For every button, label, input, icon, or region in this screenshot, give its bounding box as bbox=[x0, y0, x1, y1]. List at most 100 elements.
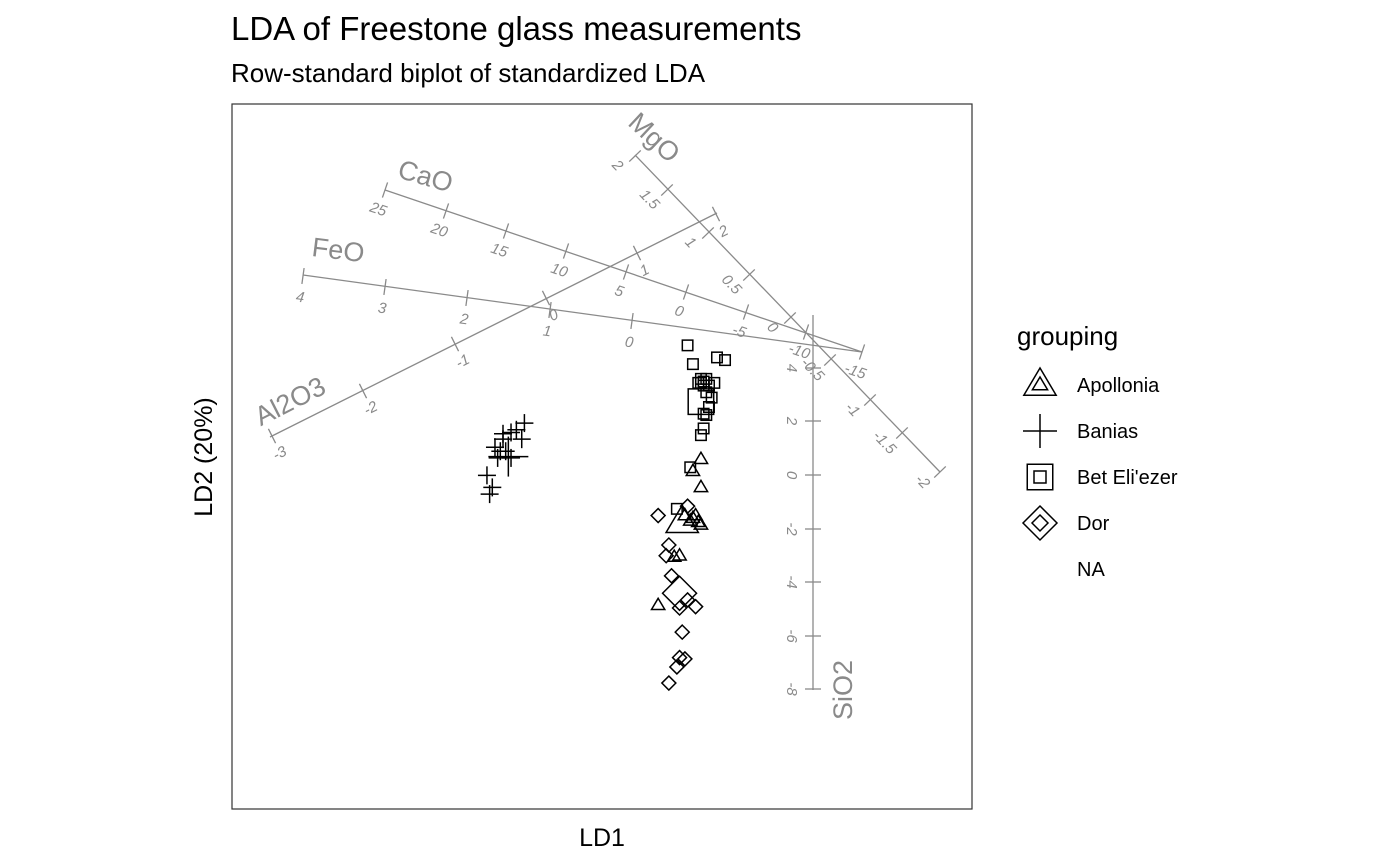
point-bet-eli-ezer bbox=[708, 376, 721, 389]
point-banias bbox=[494, 424, 512, 443]
tick-mark-feo bbox=[465, 289, 469, 307]
tick-mark-cao bbox=[502, 223, 510, 239]
point-bet-eli-ezer bbox=[670, 502, 683, 515]
legend-key-inner-bet-eli-ezer bbox=[1033, 470, 1047, 484]
axis-name-feo: FeO bbox=[310, 232, 366, 268]
tick-mark-al2o3 bbox=[358, 383, 368, 399]
point-dor bbox=[658, 547, 675, 564]
tick-mark-mgo bbox=[660, 183, 674, 197]
centroid-dor bbox=[661, 575, 698, 612]
point-dor bbox=[663, 567, 680, 584]
tick-label-feo: 4 bbox=[295, 288, 306, 306]
tick-mark-cao bbox=[682, 284, 690, 300]
tick-mark-feo bbox=[383, 278, 387, 296]
tick-label-sio2: 4 bbox=[783, 364, 800, 372]
tick-label-sio2: 2 bbox=[783, 416, 800, 426]
tick-mark-al2o3 bbox=[711, 206, 721, 222]
axis-line-cao bbox=[384, 189, 863, 353]
tick-label-sio2: -4 bbox=[783, 575, 800, 588]
point-bet-eli-ezer bbox=[694, 429, 707, 442]
points-layer bbox=[477, 339, 732, 692]
tick-mark-cao bbox=[381, 182, 389, 198]
tick-mark-al2o3 bbox=[450, 336, 460, 352]
tick-label-sio2: -8 bbox=[783, 682, 800, 696]
tick-mark-mgo bbox=[823, 353, 837, 367]
tick-mark-mgo bbox=[628, 149, 642, 163]
axis-name-sio2: SiO2 bbox=[828, 660, 858, 720]
tick-label-cao: -10 bbox=[786, 340, 813, 363]
chart-title: LDA of Freestone glass measurements bbox=[231, 10, 801, 47]
point-bet-eli-ezer bbox=[697, 422, 710, 435]
legend: grouping Apollonia Banias Bet Eli'ezer Dor N… bbox=[1017, 321, 1178, 581]
point-bet-eli-ezer bbox=[705, 391, 718, 404]
tick-mark-mgo bbox=[701, 226, 715, 240]
axis-line-feo bbox=[302, 274, 863, 353]
tick-mark-feo bbox=[630, 312, 634, 330]
tick-mark-cao bbox=[562, 243, 570, 259]
point-apollonia bbox=[650, 596, 667, 611]
point-apollonia bbox=[692, 516, 709, 530]
point-banias bbox=[480, 485, 499, 504]
tick-label-cao: -5 bbox=[730, 321, 749, 342]
point-apollonia bbox=[671, 547, 688, 561]
tick-mark-mgo bbox=[895, 426, 909, 440]
point-bet-eli-ezer bbox=[719, 354, 732, 367]
legend-label-apollonia: Apollonia bbox=[1077, 375, 1160, 397]
y-axis-title: LD2 (20%) bbox=[190, 397, 218, 517]
point-bet-eli-ezer bbox=[694, 376, 707, 389]
tick-mark-al2o3 bbox=[267, 428, 277, 444]
tick-label-feo: 1 bbox=[542, 322, 553, 340]
legend-key-bet-eli-ezer bbox=[1026, 463, 1054, 491]
tick-mark-cao bbox=[622, 264, 630, 280]
legend-item-dor: Dor bbox=[1021, 504, 1110, 542]
tick-label-cao: 25 bbox=[367, 198, 390, 220]
point-apollonia bbox=[692, 450, 709, 465]
legend-item-na: NA bbox=[1077, 559, 1105, 581]
point-dor bbox=[668, 658, 685, 676]
tick-label-cao: 10 bbox=[549, 260, 571, 282]
centroid-bet-eli-ezer bbox=[687, 388, 715, 416]
tick-mark-mgo bbox=[742, 268, 756, 282]
tick-mark-feo bbox=[548, 301, 552, 319]
point-apollonia bbox=[666, 548, 683, 563]
plot-panel bbox=[231, 103, 973, 810]
tick-label-sio2: -6 bbox=[783, 629, 800, 643]
tick-label-cao: 20 bbox=[428, 219, 451, 241]
legend-label-bet-eli-ezer: Bet Eli'ezer bbox=[1077, 467, 1178, 489]
legend-item-banias: Banias bbox=[1023, 414, 1138, 448]
tick-label-feo: 0 bbox=[624, 333, 635, 351]
point-dor bbox=[671, 649, 688, 666]
legend-key-inner-dor bbox=[1030, 513, 1050, 533]
tick-mark-mgo bbox=[783, 311, 797, 325]
legend-label-dor: Dor bbox=[1077, 513, 1110, 535]
chart-subtitle: Row-standard biplot of standardized LDA bbox=[231, 58, 706, 88]
tick-mark-al2o3 bbox=[541, 290, 551, 306]
point-bet-eli-ezer bbox=[686, 358, 699, 371]
point-dor bbox=[660, 674, 677, 692]
point-bet-eli-ezer bbox=[681, 339, 694, 352]
tick-mark-mgo bbox=[863, 393, 877, 407]
tick-mark-cao bbox=[858, 344, 866, 360]
point-bet-eli-ezer bbox=[684, 461, 697, 474]
legend-item-apollonia: Apollonia bbox=[1022, 366, 1160, 397]
point-banias bbox=[512, 430, 531, 449]
x-axis-title: LD1 bbox=[579, 824, 625, 852]
tick-label-feo: 3 bbox=[377, 299, 388, 317]
tick-mark-mgo bbox=[933, 465, 947, 479]
axis-line-al2o3 bbox=[269, 212, 718, 438]
legend-key-banias bbox=[1023, 414, 1057, 448]
centroid-apollonia bbox=[664, 503, 700, 534]
legend-label-na: NA bbox=[1077, 559, 1105, 581]
tick-mark-al2o3 bbox=[632, 245, 642, 261]
tick-label-cao: 15 bbox=[489, 240, 511, 262]
point-dor bbox=[674, 624, 691, 641]
tick-mark-cao bbox=[742, 304, 750, 320]
point-banias bbox=[488, 448, 507, 467]
point-dor bbox=[679, 498, 696, 515]
legend-item-bet-eli-ezer: Bet Eli'ezer bbox=[1026, 463, 1178, 491]
tick-mark-feo bbox=[301, 267, 305, 285]
legend-title: grouping bbox=[1017, 321, 1118, 351]
point-apollonia bbox=[692, 478, 709, 493]
